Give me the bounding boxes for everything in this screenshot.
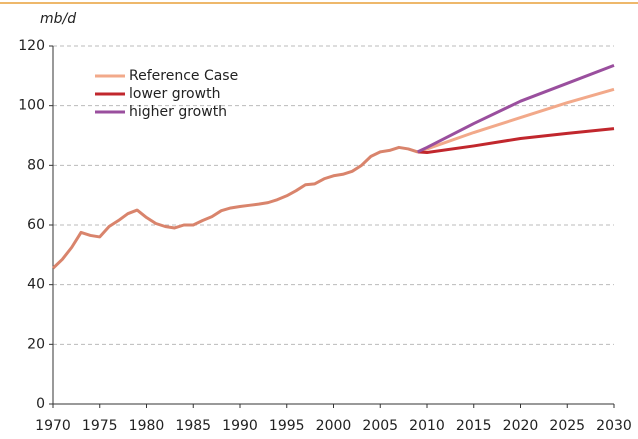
x-tick-label: 2010 — [409, 418, 445, 434]
legend-label: lower growth — [129, 86, 220, 102]
x-tick-label: 2025 — [549, 418, 585, 434]
y-tick-label: 40 — [27, 277, 45, 293]
legend-label: Reference Case — [129, 68, 238, 84]
y-axis-label: mb/d — [40, 11, 76, 27]
x-tick-label: 2005 — [362, 418, 398, 434]
y-tick-label: 60 — [27, 217, 45, 233]
x-tick-label: 1970 — [35, 418, 71, 434]
x-tick-label: 2015 — [456, 418, 492, 434]
x-tick-label: 1995 — [269, 418, 305, 434]
x-tick-label: 1980 — [129, 418, 165, 434]
x-tick-label: 1985 — [175, 418, 211, 434]
x-tick-label: 2000 — [316, 418, 352, 434]
series-line — [417, 87, 615, 154]
series-line — [417, 127, 615, 155]
x-tick-label: 2020 — [503, 418, 539, 434]
x-tick-label: 2030 — [596, 418, 632, 434]
series-line — [417, 63, 615, 154]
y-tick-label: 120 — [18, 38, 45, 54]
series-line — [51, 145, 419, 270]
y-tick-label: 20 — [27, 336, 45, 352]
x-tick-label: 1990 — [222, 418, 258, 434]
y-tick-label: 80 — [27, 157, 45, 173]
y-tick-label: 0 — [36, 396, 45, 412]
x-tick-label: 1975 — [82, 418, 118, 434]
legend-label: higher growth — [129, 104, 227, 120]
y-tick-label: 100 — [18, 98, 45, 114]
